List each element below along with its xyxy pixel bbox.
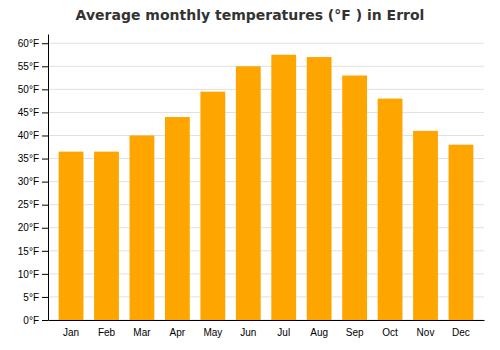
tick-label: Dec [452,327,470,338]
tick: Feb [98,327,116,338]
bar [165,117,190,320]
tick-mark [42,159,48,160]
tick: 5°F [23,292,48,303]
tick-mark [42,66,48,67]
grid [48,43,484,320]
tick-label: 35°F [18,153,39,164]
bar [59,152,84,320]
tick-label: Nov [417,327,435,338]
tick: 20°F [18,222,48,233]
tick-label: 30°F [18,176,39,187]
tick-label: Apr [170,327,186,338]
tick-mark [42,228,48,229]
tick-mark [42,135,48,136]
tick: Jun [240,327,256,338]
tick-label: 5°F [23,292,39,303]
title: Average monthly temperatures (°F ) in Er… [76,7,425,23]
tick-label: 10°F [18,269,39,280]
tick-label: Mar [133,327,151,338]
tick: 50°F [18,84,48,95]
tick: Dec [452,327,470,338]
tick-label: 55°F [18,61,39,72]
tick-label: Jan [63,327,79,338]
tick-label: 15°F [18,246,39,257]
tick: Nov [417,327,435,338]
chart: 0°F 5°F 10°F 15°F 20°F 25°F 30°F 35°F 40°F 45°F 50… [0,0,500,350]
tick-label: 25°F [18,199,39,210]
tick: Mar [133,327,151,338]
tick: Sep [346,327,364,338]
tick-mark [42,251,48,252]
bar [378,99,403,320]
tick-mark [42,320,48,321]
tick-mark [42,43,48,44]
bar [271,55,296,320]
tick: 45°F [18,107,48,118]
bar [236,66,261,320]
bar [449,145,474,320]
bar [342,76,367,320]
tick-label: 20°F [18,222,39,233]
tick-mark [42,89,48,90]
tick-label: 45°F [18,107,39,118]
tick: 25°F [18,199,48,210]
tick: 60°F [18,38,48,49]
tick-label: 0°F [23,315,39,326]
bar [130,135,155,320]
tick: 10°F [18,269,48,280]
tick: 30°F [18,176,48,187]
tick: May [203,327,222,338]
tick-label: Jun [240,327,256,338]
tick-mark [42,274,48,275]
tick-label: May [203,327,222,338]
tick: Jul [277,327,290,338]
tick-label: 60°F [18,38,39,49]
y-axis: 0°F 5°F 10°F 15°F 20°F 25°F 30°F 35°F 40°F 45°F 50… [18,35,49,326]
bar [94,152,119,320]
axis-line [48,35,49,321]
tick-label: Feb [98,327,116,338]
tick: 40°F [18,130,48,141]
tick: Jan [63,327,79,338]
tick-label: Jul [277,327,290,338]
tick-mark [42,297,48,298]
tick-label: Oct [382,327,398,338]
tick: 35°F [18,153,48,164]
tick-label: Sep [346,327,364,338]
bar [307,57,332,320]
tick: Apr [170,327,186,338]
bar [413,131,438,320]
tick-mark [42,182,48,183]
grid-line [48,89,484,90]
grid-line [48,112,484,113]
axis-line [49,320,485,321]
bars [59,55,474,320]
grid-line [48,43,484,44]
tick: Aug [310,327,328,338]
grid-line [48,66,484,67]
tick-label: Aug [310,327,328,338]
tick-label: 50°F [18,84,39,95]
x-axis: Jan Feb Mar Apr May Jun Jul Aug Sep Oct Nov Dec [49,321,485,339]
tick: 55°F [18,61,48,72]
plot: 0°F 5°F 10°F 15°F 20°F 25°F 30°F 35°F 40°F 45°F 50… [18,35,485,339]
tick: Oct [382,327,398,338]
tick-mark [42,112,48,113]
tick-label: 40°F [18,130,39,141]
tick: 0°F [23,315,48,326]
tick-mark [42,205,48,206]
bar [200,92,225,320]
tick: 15°F [18,246,48,257]
